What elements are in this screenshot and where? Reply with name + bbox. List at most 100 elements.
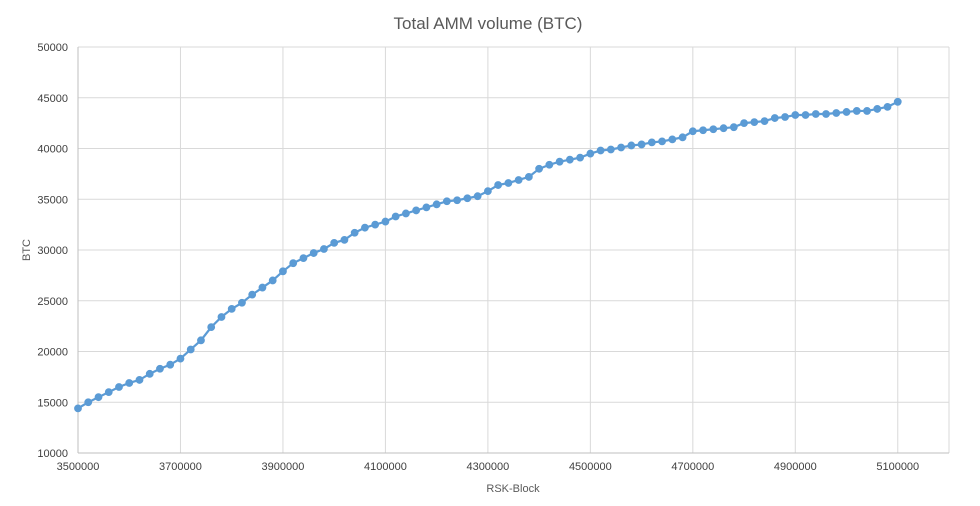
data-point [94, 393, 103, 402]
data-point [873, 105, 882, 113]
data-point [320, 245, 328, 253]
x-tick-label: 5100000 [876, 461, 919, 473]
data-point [883, 102, 892, 111]
x-tick-label: 3500000 [57, 461, 100, 473]
y-axis-label: BTC [21, 239, 33, 261]
data-point [893, 97, 902, 106]
x-tick-label: 4900000 [774, 461, 817, 473]
y-tick-label: 30000 [37, 245, 68, 257]
x-axis-label: RSK-Block [486, 483, 540, 495]
y-tick-label: 25000 [37, 296, 68, 308]
y-tick-label: 50000 [37, 42, 68, 54]
data-point [535, 164, 544, 173]
data-point [402, 209, 410, 218]
y-axis-ticks: 10000 15000 20000 25000 30000 35000 40000 45000… [37, 42, 68, 460]
data-point [361, 223, 369, 232]
data-point [135, 376, 144, 384]
data-point [586, 149, 595, 158]
data-point [750, 118, 759, 127]
data-point [371, 220, 380, 229]
data-point [197, 336, 205, 345]
data-point [699, 126, 707, 135]
data-point [863, 107, 871, 115]
data-point [248, 290, 257, 299]
data-point [473, 192, 482, 201]
data-point [504, 179, 513, 187]
data-point [822, 110, 830, 118]
data-point [227, 304, 236, 313]
data-point [186, 345, 195, 354]
axes [77, 47, 949, 454]
y-tick-label: 35000 [37, 194, 68, 206]
data-point [801, 111, 810, 119]
data-point [627, 141, 636, 150]
x-tick-label: 4700000 [671, 461, 714, 473]
data-point [391, 212, 400, 221]
data-point [678, 133, 687, 142]
data-point [524, 173, 533, 181]
data-point [238, 298, 246, 307]
data-point [688, 127, 697, 136]
data-point [104, 388, 113, 397]
data-point [309, 249, 318, 257]
y-tick-label: 40000 [37, 144, 68, 156]
data-point [442, 197, 451, 206]
x-axis-ticks: 3500000 3700000 3900000 4100000 4300000 45000… [57, 461, 920, 473]
data-point [596, 146, 605, 155]
data-point [156, 364, 164, 373]
y-tick-label: 45000 [37, 93, 68, 105]
data-point [115, 383, 123, 391]
data-point [453, 196, 462, 205]
data-point [350, 228, 359, 237]
data-point [217, 313, 226, 321]
data-point [125, 379, 134, 387]
data-point [637, 140, 646, 149]
data-point [494, 181, 503, 189]
data-point [740, 119, 748, 128]
data-point [258, 283, 267, 292]
data-point [832, 109, 841, 117]
data-point [576, 153, 585, 162]
y-tick-label: 20000 [37, 347, 68, 359]
gridlines [78, 46, 950, 453]
data-point [617, 143, 625, 152]
data-point [412, 206, 421, 215]
y-tick-label: 10000 [37, 448, 68, 460]
data-point [145, 369, 154, 378]
data-point [606, 145, 615, 154]
chart-title: Total AMM volume (BTC) [394, 14, 583, 33]
data-point [268, 276, 277, 285]
data-point [422, 203, 431, 212]
data-point [463, 194, 472, 203]
data-point [565, 155, 574, 164]
data-point [381, 217, 390, 226]
data-point [279, 267, 287, 276]
data-point [330, 238, 339, 247]
data-point [729, 123, 738, 132]
data-point [432, 200, 441, 209]
data-point [811, 110, 820, 118]
data-point [176, 354, 185, 363]
data-point [545, 160, 554, 169]
data-point [289, 259, 298, 268]
data-point [658, 137, 666, 146]
x-tick-label: 3900000 [262, 461, 305, 473]
data-point [791, 111, 800, 119]
x-tick-label: 3700000 [159, 461, 202, 473]
y-tick-label: 15000 [37, 397, 68, 409]
data-point [340, 235, 349, 244]
data-point [647, 138, 656, 147]
data-point [770, 114, 779, 122]
x-tick-label: 4300000 [466, 461, 509, 473]
data-point [207, 323, 216, 332]
data-point [299, 254, 308, 263]
data-point [74, 404, 82, 413]
data-point [781, 113, 789, 121]
data-point [760, 117, 769, 125]
data-point [166, 360, 175, 369]
data-point [555, 157, 564, 166]
data-point [84, 398, 93, 407]
data-point [842, 108, 851, 116]
